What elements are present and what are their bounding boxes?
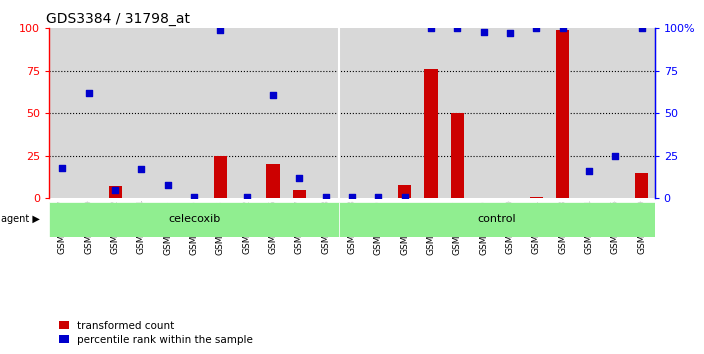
Text: GDS3384 / 31798_at: GDS3384 / 31798_at [46, 12, 190, 26]
Point [215, 27, 226, 33]
Point [268, 92, 279, 97]
Legend: transformed count, percentile rank within the sample: transformed count, percentile rank withi… [54, 316, 258, 349]
Point [372, 194, 384, 199]
Point [636, 25, 647, 31]
Point [320, 194, 332, 199]
Bar [49, 202, 339, 237]
Point [452, 25, 463, 31]
Point [584, 168, 595, 174]
Point [109, 187, 120, 193]
Point [425, 25, 436, 31]
Point [610, 153, 621, 159]
Bar [108, 186, 122, 198]
Text: agent ▶: agent ▶ [1, 215, 40, 224]
Point [189, 194, 200, 199]
Point [162, 182, 173, 188]
Point [346, 194, 358, 199]
Bar [293, 190, 306, 198]
Point [136, 166, 147, 172]
Bar [451, 113, 464, 198]
Point [504, 30, 515, 36]
Text: celecoxib: celecoxib [168, 215, 220, 224]
Bar [529, 196, 543, 198]
Point [478, 29, 489, 35]
Bar [398, 185, 411, 198]
Point [83, 90, 94, 96]
Bar [214, 156, 227, 198]
Point [531, 25, 542, 31]
Point [399, 194, 410, 199]
Point [57, 165, 68, 171]
Text: control: control [477, 215, 516, 224]
Bar [635, 173, 648, 198]
Bar [266, 164, 279, 198]
Bar [556, 30, 569, 198]
Point [557, 25, 568, 31]
Bar [425, 69, 438, 198]
Point [294, 175, 305, 181]
Point [241, 194, 252, 199]
Bar [339, 202, 655, 237]
